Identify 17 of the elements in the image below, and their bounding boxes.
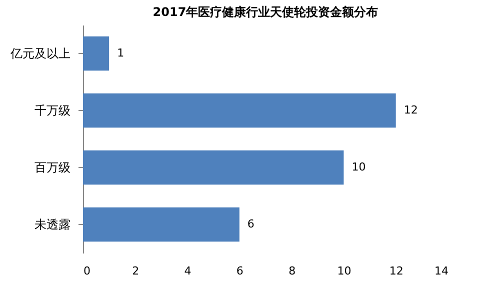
- chart-title: 2017年医疗健康行业天使轮投资金额分布: [152, 5, 378, 19]
- x-tick-label: 0: [84, 264, 90, 278]
- data-label: 12: [404, 104, 418, 116]
- y-tick-label: 亿元及以上: [10, 46, 70, 60]
- data-label: 6: [247, 218, 254, 230]
- y-tick-label: 未透露: [34, 218, 70, 232]
- x-tick-label: 8: [288, 264, 296, 278]
- data-label: 10: [352, 160, 366, 174]
- data-label: 1: [117, 46, 124, 60]
- x-tick-label: 4: [184, 264, 192, 278]
- y-tick-label: 千万级: [34, 104, 70, 118]
- y-tick-label: 百万级: [34, 160, 70, 174]
- x-tick-label: 10: [337, 264, 352, 278]
- x-tick-label: 12: [389, 264, 404, 278]
- x-tick-label: 14: [434, 264, 448, 278]
- x-tick-label: 2: [132, 264, 140, 278]
- x-tick-label: 6: [236, 264, 244, 278]
